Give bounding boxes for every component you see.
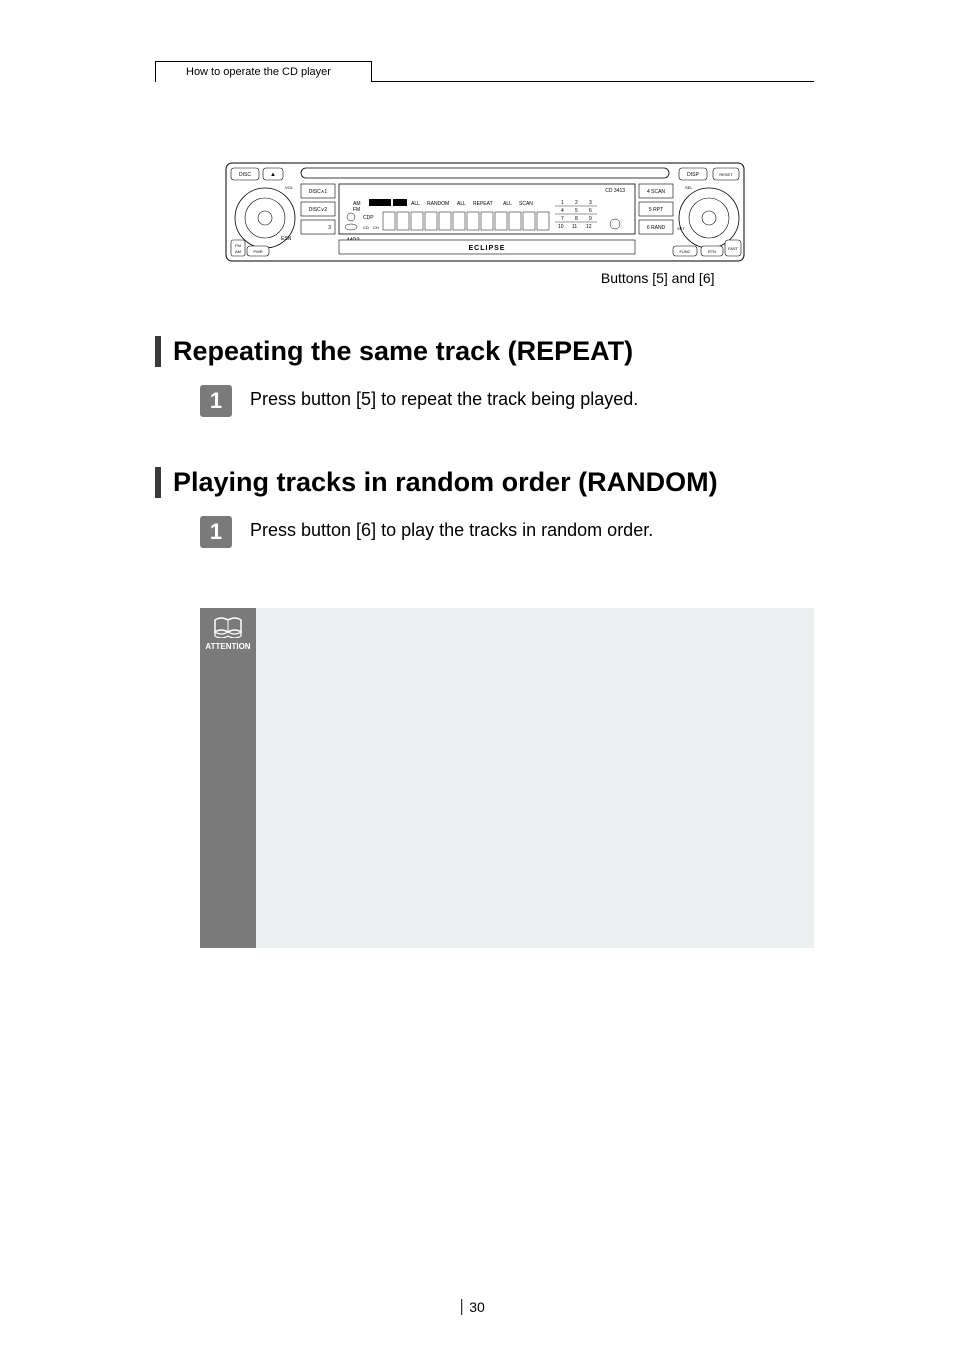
- section-repeat: Repeating the same track (REPEAT) 1 Pres…: [155, 336, 814, 417]
- svg-text:7: 7: [561, 216, 564, 222]
- svg-text:DISC: DISC: [239, 172, 251, 178]
- page-number: 30: [469, 1299, 485, 1315]
- svg-text:REPEAT: REPEAT: [473, 201, 493, 207]
- svg-text:4: 4: [561, 208, 564, 214]
- section-random: Playing tracks in random order (RANDOM) …: [155, 467, 814, 548]
- svg-text:RESET: RESET: [719, 172, 733, 177]
- svg-text:FM: FM: [235, 243, 241, 248]
- step-number-badge: 1: [200, 385, 232, 417]
- svg-text:9: 9: [589, 216, 592, 222]
- svg-text:5 RPT: 5 RPT: [648, 207, 662, 213]
- svg-text:DISP: DISP: [687, 172, 699, 178]
- svg-text:SET: SET: [677, 226, 685, 231]
- svg-text:DISC∨2: DISC∨2: [308, 207, 327, 213]
- svg-text:3: 3: [589, 200, 592, 206]
- svg-text:ALL: ALL: [503, 201, 512, 207]
- step-number-badge: 1: [200, 516, 232, 548]
- svg-text:CDP: CDP: [363, 215, 374, 221]
- svg-text:FUNC: FUNC: [679, 249, 690, 254]
- svg-text:RANDOM: RANDOM: [427, 201, 449, 207]
- book-icon: [213, 616, 243, 638]
- svg-text:VOL: VOL: [285, 185, 294, 190]
- section-title: Playing tracks in random order (RANDOM): [155, 467, 814, 498]
- svg-text:CD: CD: [363, 225, 369, 230]
- svg-text:3: 3: [328, 225, 331, 231]
- svg-text:ESN: ESN: [281, 236, 292, 242]
- svg-text:6 RAND: 6 RAND: [646, 225, 665, 231]
- section-title: Repeating the same track (REPEAT): [155, 336, 814, 367]
- svg-text:SEL: SEL: [685, 185, 693, 190]
- svg-text:ALL: ALL: [457, 201, 466, 207]
- svg-text:▲: ▲: [270, 172, 276, 178]
- cd-player-illustration: DISC ▲ VOL ESN FM AM PWR DISC∧1 DISC∨2 3…: [225, 162, 745, 262]
- svg-text:12: 12: [586, 224, 592, 230]
- svg-text:AM: AM: [235, 249, 241, 254]
- svg-text:ALL: ALL: [411, 201, 420, 207]
- svg-text:FM: FM: [353, 207, 360, 213]
- svg-text:RTN: RTN: [707, 249, 715, 254]
- svg-text:11: 11: [572, 224, 577, 230]
- step-row: 1 Press button [6] to play the tracks in…: [200, 516, 814, 548]
- svg-text:2: 2: [575, 200, 578, 206]
- attention-block: ATTENTION: [200, 608, 814, 948]
- svg-text:6: 6: [589, 208, 592, 214]
- attention-tab: ATTENTION: [200, 608, 256, 948]
- step-text: Press button [5] to repeat the track bei…: [250, 385, 638, 410]
- svg-text:FAST: FAST: [727, 246, 738, 251]
- svg-text:10: 10: [558, 224, 564, 230]
- figure-caption: Buttons [5] and [6]: [225, 270, 745, 286]
- svg-text:5: 5: [575, 208, 578, 214]
- svg-text:CD 3413: CD 3413: [605, 188, 625, 194]
- breadcrumb-container: How to operate the CD player: [155, 60, 814, 82]
- attention-body: [256, 608, 814, 948]
- svg-text:8: 8: [575, 216, 578, 222]
- svg-text:CH: CH: [373, 225, 379, 230]
- step-text: Press button [6] to play the tracks in r…: [250, 516, 653, 541]
- svg-text:PWR: PWR: [253, 249, 262, 254]
- svg-text:1: 1: [561, 200, 564, 206]
- svg-text:DISC∧1: DISC∧1: [308, 189, 327, 195]
- attention-label: ATTENTION: [205, 642, 250, 651]
- svg-text:ECLIPSE: ECLIPSE: [468, 245, 505, 252]
- svg-text:4 SCAN: 4 SCAN: [646, 189, 664, 195]
- svg-text:SCAN: SCAN: [519, 201, 533, 207]
- breadcrumb: How to operate the CD player: [155, 61, 372, 82]
- step-row: 1 Press button [5] to repeat the track b…: [200, 385, 814, 417]
